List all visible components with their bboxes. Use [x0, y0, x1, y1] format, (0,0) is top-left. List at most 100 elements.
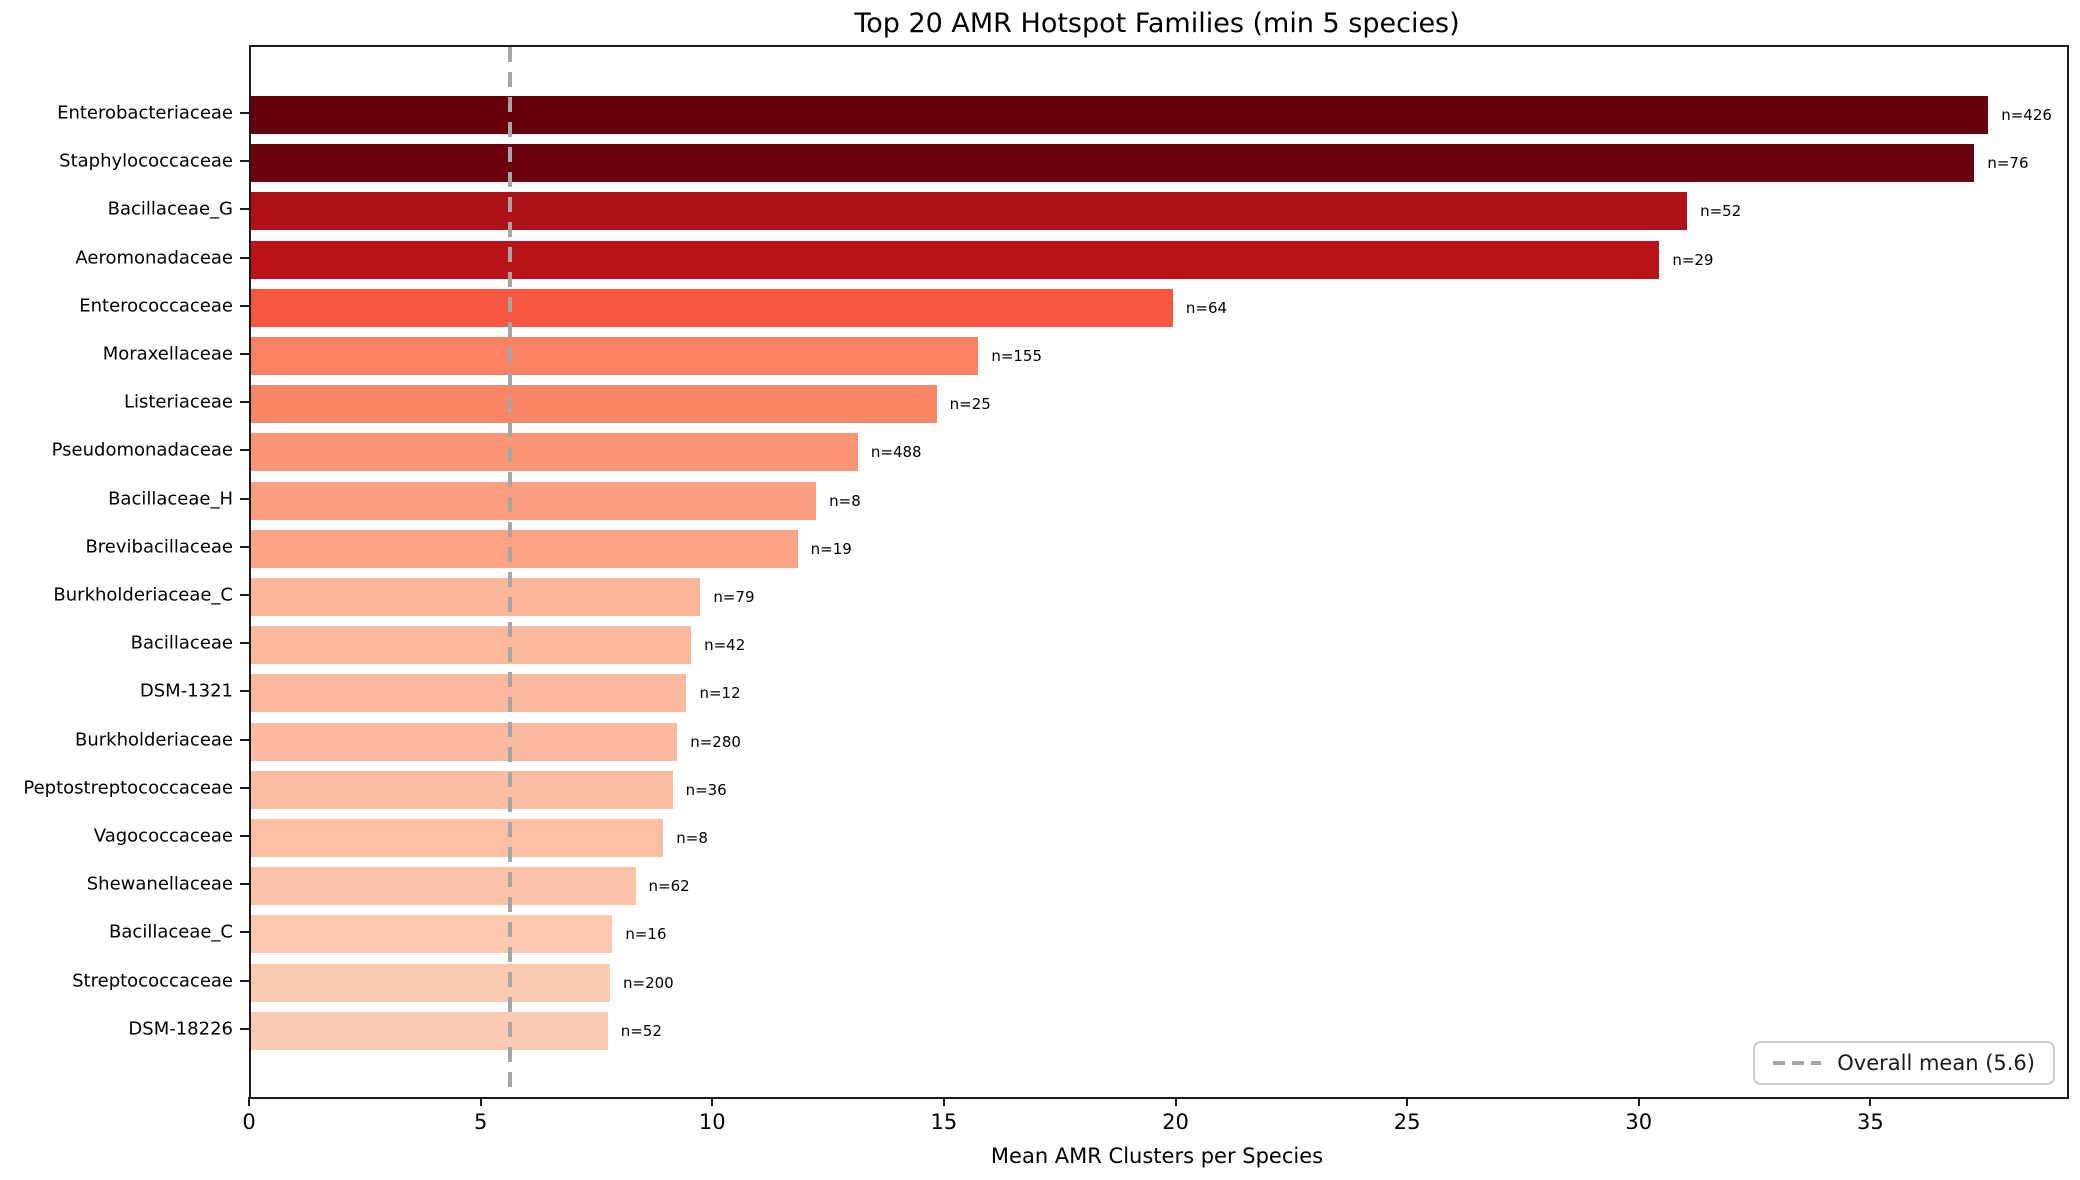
- x-tick-label: 5: [473, 1110, 488, 1134]
- bar: [251, 674, 687, 713]
- bar: [251, 819, 664, 857]
- y-tick-mark: [240, 256, 249, 259]
- bar: [251, 96, 1989, 134]
- x-tick-mark: [942, 1097, 945, 1106]
- bar-n-label: n=36: [685, 780, 727, 799]
- y-tick-label: Bacillaceae_C: [109, 921, 233, 943]
- overall-mean-line: [508, 47, 513, 1097]
- chart-title: Top 20 AMR Hotspot Families (min 5 speci…: [854, 8, 1460, 39]
- bar: [251, 433, 858, 472]
- y-tick-label: Burkholderiaceae_C: [53, 584, 233, 606]
- bar: [251, 722, 678, 761]
- bar: [251, 144, 1975, 183]
- bar: [251, 481, 817, 520]
- legend-dashed-line-sample: [1773, 1061, 1822, 1065]
- y-tick-label: Enterobacteriaceae: [57, 102, 233, 124]
- y-tick-mark: [240, 642, 249, 645]
- y-tick-mark: [240, 304, 249, 307]
- x-tick-label: 0: [242, 1110, 256, 1134]
- x-tick-label: 35: [1857, 1110, 1884, 1134]
- y-tick-label: Listeriaceae: [123, 391, 233, 413]
- bar: [251, 192, 1688, 231]
- y-tick-label: Shewanellaceae: [86, 873, 233, 895]
- x-tick-label: 10: [698, 1110, 726, 1134]
- y-tick-label: DSM-1321: [139, 680, 233, 702]
- bar-n-label: n=52: [1700, 202, 1742, 221]
- y-tick-label: Staphylococcaceae: [59, 150, 233, 172]
- legend-label: Overall mean (5.6): [1837, 1051, 2035, 1075]
- y-tick-mark: [240, 545, 249, 548]
- bar-n-label: n=76: [1987, 154, 2029, 173]
- bar-n-label: n=12: [699, 684, 741, 703]
- bar-n-label: n=488: [870, 443, 922, 462]
- bar: [251, 963, 611, 1002]
- y-tick-mark: [240, 112, 249, 114]
- y-tick-label: Moraxellaceae: [102, 343, 233, 365]
- x-tick-label: 30: [1625, 1110, 1653, 1134]
- bar-n-label: n=64: [1185, 298, 1228, 317]
- bar: [251, 578, 701, 616]
- bar: [251, 1011, 608, 1050]
- x-tick-label: 20: [1162, 1110, 1189, 1134]
- y-tick-mark: [240, 208, 249, 211]
- y-tick-label: Bacillaceae_H: [108, 488, 233, 510]
- x-tick-mark: [248, 1097, 250, 1106]
- y-tick-mark: [240, 931, 249, 934]
- y-tick-label: Brevibacillaceae: [85, 536, 233, 558]
- y-tick-mark: [240, 160, 249, 163]
- bar-n-label: n=25: [949, 395, 991, 414]
- y-tick-label: Burkholderiaceae: [74, 729, 233, 751]
- bar-n-label: n=29: [1672, 250, 1714, 269]
- y-tick-label: Bacillaceae: [130, 632, 233, 654]
- y-tick-label: Bacillaceae_G: [107, 198, 233, 220]
- y-tick-mark: [240, 786, 249, 789]
- y-tick-mark: [240, 353, 249, 355]
- legend: Overall mean (5.6): [1753, 1041, 2055, 1085]
- bar-n-label: n=155: [991, 347, 1043, 365]
- bar-n-label: n=19: [810, 539, 852, 558]
- x-tick-mark: [1869, 1097, 1872, 1106]
- y-tick-mark: [240, 401, 249, 404]
- y-tick-mark: [240, 835, 249, 837]
- x-tick-mark: [1174, 1097, 1177, 1106]
- bar: [251, 770, 673, 809]
- bar-n-label: n=79: [713, 588, 755, 606]
- x-tick-label: 15: [930, 1110, 958, 1134]
- y-tick-label: Enterococcaceae: [79, 295, 233, 317]
- bar-n-label: n=280: [690, 732, 741, 751]
- bar-n-label: n=42: [704, 636, 746, 655]
- x-tick-label: 25: [1393, 1110, 1421, 1134]
- y-tick-label: Streptococcaceae: [72, 970, 233, 992]
- y-tick-mark: [240, 497, 249, 500]
- y-tick-mark: [240, 1027, 249, 1030]
- bar-n-label: n=52: [620, 1021, 662, 1040]
- bar-n-label: n=426: [2001, 106, 2052, 124]
- x-tick-mark: [479, 1097, 482, 1106]
- bar: [251, 867, 636, 906]
- bar: [251, 337, 979, 375]
- bar-n-label: n=16: [625, 925, 667, 944]
- bar-n-label: n=62: [648, 877, 690, 896]
- x-tick-mark: [1637, 1097, 1640, 1106]
- bar-n-label: n=8: [829, 491, 861, 510]
- bar: [251, 240, 1660, 279]
- bar-n-label: n=200: [623, 973, 674, 992]
- y-tick-label: Peptostreptococcaceae: [23, 777, 233, 799]
- y-tick-label: Pseudomonadaceae: [51, 439, 233, 461]
- bar: [251, 915, 613, 954]
- bar: [251, 529, 798, 568]
- x-tick-mark: [1406, 1097, 1409, 1106]
- y-tick-mark: [240, 738, 249, 741]
- y-tick-label: Vagococcaceae: [93, 825, 233, 847]
- y-tick-mark: [240, 883, 249, 886]
- bar: [251, 385, 937, 424]
- y-tick-label: Aeromonadaceae: [75, 247, 233, 269]
- plot-area: n=426 n=76 n=52 n=29 n=64 n=155 n=25 n=488 n=8 n=…: [249, 45, 2069, 1099]
- bar: [251, 626, 692, 665]
- y-tick-mark: [240, 594, 249, 596]
- x-axis-label: Mean AMR Clusters per Species: [990, 1144, 1324, 1168]
- x-tick-mark: [711, 1097, 714, 1106]
- bar: [251, 288, 1173, 327]
- y-tick-mark: [240, 690, 249, 693]
